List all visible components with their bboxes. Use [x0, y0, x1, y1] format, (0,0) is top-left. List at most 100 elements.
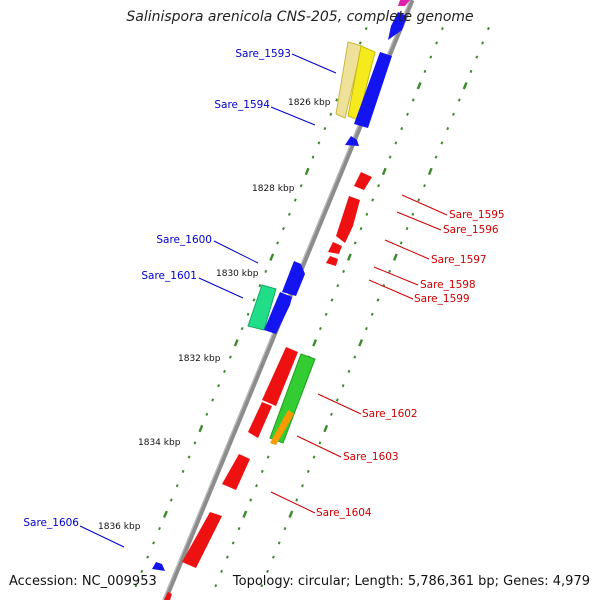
scale-tick — [377, 184, 380, 188]
gene-label-sare-1594[interactable]: Sare_1594 — [214, 99, 270, 111]
scale-tick — [381, 167, 387, 176]
gene-label-sare-1596[interactable]: Sare_1596 — [443, 224, 499, 236]
scale-label: 1826 kbp — [288, 98, 331, 108]
scale-tick — [271, 555, 275, 559]
scale-tick — [228, 355, 232, 359]
scale-label: 1836 kbp — [98, 522, 141, 532]
scale-tick — [237, 527, 241, 531]
gene-label-sare-1603[interactable]: Sare_1603 — [343, 451, 399, 463]
gene-label-sare-1600[interactable]: Sare_1600 — [156, 234, 212, 246]
scale-tick — [211, 398, 215, 402]
gene-bar-sare-1602-green[interactable] — [269, 353, 316, 444]
gene-label-sare-1602[interactable]: Sare_1602 — [362, 408, 418, 420]
scale-tick — [293, 198, 297, 202]
scale-tick — [258, 284, 262, 288]
scale-tick — [288, 510, 294, 518]
gene-bar-sare-1605[interactable] — [182, 512, 222, 568]
gene-bar-top-blue[interactable] — [388, 12, 407, 40]
scale-tick — [220, 569, 224, 573]
scale-tick — [417, 198, 421, 202]
scale-tick — [205, 412, 209, 416]
scale-tick — [217, 384, 221, 388]
gene-label-sare-1604[interactable]: Sare_1604 — [316, 507, 372, 519]
scale-tick — [346, 253, 352, 261]
gene-bar-sare-1595[interactable] — [354, 172, 372, 190]
scale-tick — [329, 112, 333, 116]
scale-tick — [330, 298, 334, 302]
scale-tick — [162, 510, 168, 518]
scale-tick — [411, 98, 415, 102]
scale-tick — [304, 167, 310, 176]
scale-tick — [323, 424, 329, 433]
scale-tick — [249, 498, 253, 502]
gene-bar-sare-1598[interactable] — [326, 256, 338, 266]
gene-bar-sare-1597[interactable] — [328, 242, 342, 254]
scale-tick — [324, 312, 328, 316]
scale-tick — [223, 369, 226, 373]
scale-tick — [318, 327, 322, 331]
scale-tick — [416, 82, 422, 90]
gene-bar-sare-1593-pale[interactable] — [335, 41, 363, 119]
gene-label-sare-1593[interactable]: Sare_1593 — [235, 48, 291, 60]
scale-tick — [246, 312, 250, 316]
scale-tick — [440, 27, 444, 31]
scale-tick — [323, 127, 327, 131]
gene-bar-sare-1603[interactable] — [270, 410, 294, 445]
gene-bar-sare-1594[interactable] — [354, 52, 392, 128]
scale-tick — [330, 412, 333, 416]
gene-bar-top-magenta[interactable] — [398, 0, 410, 6]
scale-tick — [282, 227, 285, 231]
scale-tick — [233, 339, 239, 347]
scale-tick — [152, 541, 156, 545]
gene-bar-bottom-red[interactable] — [164, 592, 172, 600]
scale-tick — [169, 498, 173, 502]
gene-label-sare-1606[interactable]: Sare_1606 — [23, 517, 79, 529]
gene-bar-sare-1602[interactable] — [262, 347, 298, 406]
scale-tick — [311, 155, 315, 159]
scale-tick — [336, 284, 340, 288]
scale-tick — [342, 269, 346, 273]
scale-label: 1834 kbp — [138, 438, 181, 448]
gene-bar-red-small[interactable] — [248, 402, 272, 438]
gene-bar-sare-1601[interactable] — [264, 292, 292, 334]
scale-tick — [353, 241, 357, 245]
gene-bar-sare-1600[interactable] — [282, 261, 305, 296]
gene-bar-sare-1596[interactable] — [336, 196, 360, 243]
scale-tick — [301, 484, 304, 488]
scale-tick — [260, 469, 264, 473]
scale-tick — [198, 424, 204, 433]
forward-genes — [152, 0, 410, 571]
gene-bar-sare-1606[interactable] — [152, 562, 165, 571]
scale-tick — [347, 369, 351, 373]
gene-label-sare-1601[interactable]: Sare_1601 — [141, 270, 197, 282]
scale-tick — [452, 112, 455, 116]
scale-label: 1830 kbp — [216, 269, 259, 279]
scale-tick — [266, 569, 270, 573]
scale-tick — [181, 469, 185, 473]
scale-tick — [225, 555, 229, 559]
gene-bar-small-blue[interactable] — [345, 136, 359, 146]
leader-lines — [79, 53, 448, 548]
gene-label-sare-1599[interactable]: Sare_1599 — [414, 293, 470, 305]
scale-tick — [335, 398, 339, 402]
scale-tick — [475, 55, 479, 59]
scale-tick — [214, 584, 218, 588]
scale-tick — [341, 384, 345, 388]
scale-tick — [435, 41, 439, 45]
gene-label-sare-1598[interactable]: Sare_1598 — [420, 279, 476, 291]
tick-rows — [134, 27, 490, 588]
gene-label-sare-1597[interactable]: Sare_1597 — [431, 254, 487, 266]
scale-tick — [423, 69, 427, 73]
scale-tick — [231, 541, 235, 545]
scale-tick — [371, 198, 375, 202]
scale-tick — [427, 167, 433, 176]
scale-tick — [406, 112, 409, 116]
gene-label-sare-1595[interactable]: Sare_1595 — [449, 209, 505, 221]
scale-tick — [388, 155, 392, 159]
scale-tick — [429, 55, 433, 59]
gene-bar-sare-1604[interactable] — [222, 454, 250, 490]
scale-tick — [277, 541, 281, 545]
scale-tick — [295, 498, 299, 502]
scale-tick — [462, 82, 468, 90]
